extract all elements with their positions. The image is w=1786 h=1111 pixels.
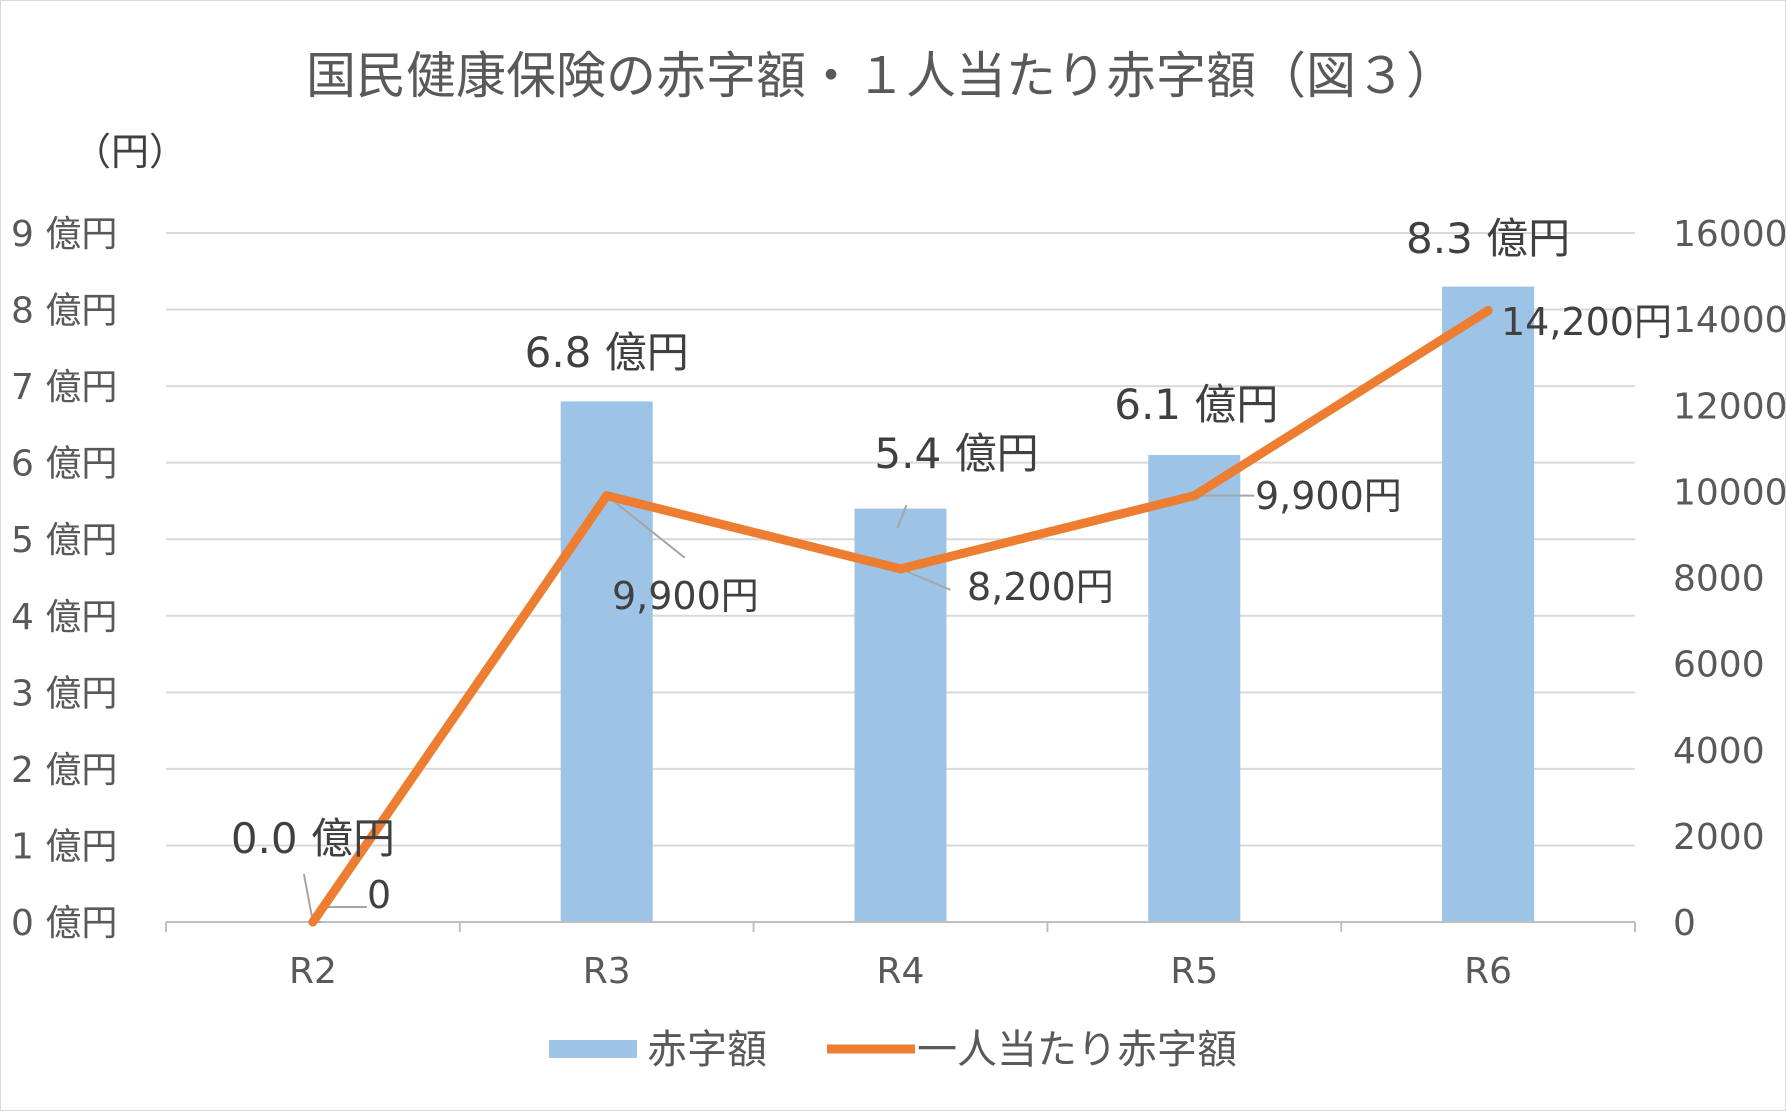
x-tick-label: R6 xyxy=(1464,951,1512,992)
bar xyxy=(854,508,947,922)
legend-label-bar: 赤字額 xyxy=(647,1027,767,1073)
y-left-tick-label: 6 億円 xyxy=(11,444,117,485)
y-right-tick-label: 4000 xyxy=(1673,731,1765,772)
bar xyxy=(560,401,653,922)
y-left-tick-label: 1 億円 xyxy=(11,826,117,867)
axes: 0 億円 1 億円 2 億円 3 億円 4 億円 5 億円 6 億円 7 億円 8 億円 9 億円… xyxy=(11,214,1785,992)
y-left-tick-label: 3 億円 xyxy=(11,673,117,714)
y-right-tick-label: 10000 xyxy=(1673,472,1785,513)
line-series xyxy=(308,306,1493,927)
bar xyxy=(1148,455,1241,922)
y-left-tick-label: 0 億円 xyxy=(11,903,117,944)
y-left-tick-label: 4 億円 xyxy=(11,597,117,638)
bar xyxy=(1442,286,1535,923)
y-left-tick-label: 9 億円 xyxy=(11,214,117,255)
bar-series xyxy=(560,286,1535,923)
bar-data-label: 8.3 億円 xyxy=(1406,214,1570,263)
legend-swatch-bar xyxy=(549,1040,637,1058)
x-tick-label: R5 xyxy=(1170,951,1218,992)
y-left-tick-label: 5 億円 xyxy=(11,520,117,561)
bar-data-label: 0.0 億円 xyxy=(231,814,395,863)
y-right-tick-label: 2000 xyxy=(1673,817,1765,858)
label-leader-lines xyxy=(302,494,1255,923)
leader-line xyxy=(606,494,686,559)
y-right-tick-label: 0 xyxy=(1673,903,1696,944)
bar-data-label: 6.1 億円 xyxy=(1114,380,1278,429)
y-right-tick-label: 8000 xyxy=(1673,559,1765,600)
x-tick-label: R4 xyxy=(877,951,925,992)
y-right-tick-label: 14000 xyxy=(1673,300,1785,341)
data-labels: 0.0 億円 6.8 億円 5.4 億円 6.1 億円 8.3 億円 0 9,900円 8,2… xyxy=(231,214,1672,917)
y-right-tick-label: 6000 xyxy=(1673,645,1765,686)
leader-line xyxy=(900,567,951,591)
y-right-tick-label: 12000 xyxy=(1673,386,1785,427)
y-left-tick-label: 8 億円 xyxy=(11,291,117,332)
y-left-tick-label: 2 億円 xyxy=(11,750,117,791)
x-tick-label: R3 xyxy=(583,951,631,992)
bar-data-label: 6.8 億円 xyxy=(525,328,689,377)
leader-line xyxy=(896,504,908,529)
line-point xyxy=(602,491,612,501)
y-right-tick-label: 16000 xyxy=(1673,214,1785,255)
line-data-label: 9,900円 xyxy=(612,574,759,618)
line-point xyxy=(896,564,905,574)
line-point xyxy=(308,917,318,927)
line-data-label: 9,900円 xyxy=(1255,474,1402,518)
x-tick-label: R2 xyxy=(289,951,337,992)
chart-title: 国民健康保険の赤字額・１人当たり赤字額（図３） xyxy=(306,47,1456,105)
line-point xyxy=(1483,306,1493,316)
line-point xyxy=(1189,491,1199,501)
line-data-label: 8,200円 xyxy=(967,565,1114,609)
legend-label-line: 一人当たり赤字額 xyxy=(917,1027,1237,1073)
unit-label: （円） xyxy=(73,130,187,174)
y-left-tick-label: 7 億円 xyxy=(11,367,117,408)
line-data-label: 14,200円 xyxy=(1501,300,1672,344)
line-data-label: 0 xyxy=(367,873,391,917)
bar-data-label: 5.4 億円 xyxy=(874,429,1038,478)
legend: 赤字額 一人当たり赤字額 xyxy=(549,1027,1237,1073)
